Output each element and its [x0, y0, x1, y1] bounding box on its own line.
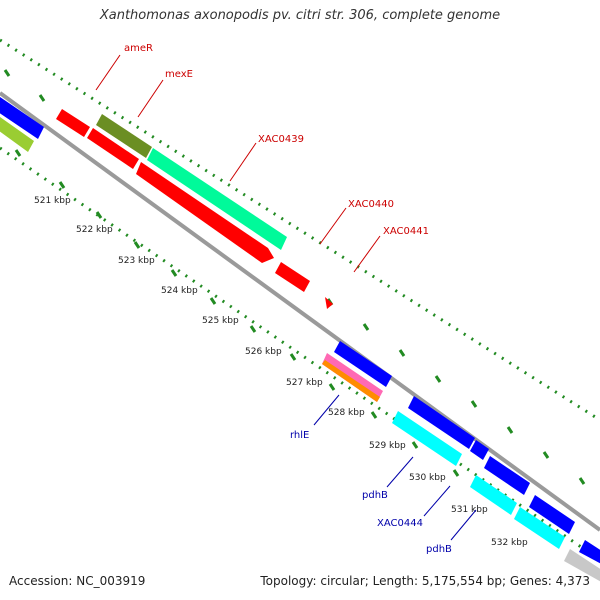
feature-blue-a[interactable]	[334, 341, 392, 387]
feature-blue-b[interactable]	[408, 396, 475, 449]
genome-backbone	[0, 91, 600, 532]
feature-orange-band[interactable]	[322, 360, 380, 402]
tick-label: 521 kbp	[34, 196, 71, 206]
feature-ameR[interactable]	[56, 109, 90, 137]
feature-olive[interactable]	[96, 114, 152, 158]
tick-label: 532 kbp	[491, 538, 528, 548]
accession-text: Accession: NC_003919	[9, 574, 146, 588]
gene-label-rhlE[interactable]: rhlE	[290, 430, 309, 441]
gene-label-pdhB-first[interactable]: pdhB	[362, 490, 388, 501]
gene-label-XAC0439[interactable]: XAC0439	[258, 134, 304, 145]
inner-dotted-guide	[0, 146, 600, 562]
tick-label: 531 kbp	[451, 505, 488, 515]
gene-label-XAC0441[interactable]: XAC0441	[383, 226, 429, 237]
feature-XAC0444[interactable]	[470, 475, 517, 515]
feature-pdhB-second[interactable]	[514, 507, 565, 549]
feature-XAC0440[interactable]	[275, 262, 310, 292]
tick-label: 526 kbp	[245, 347, 282, 357]
tick-label: 522 kbp	[76, 225, 113, 235]
feature-gray[interactable]	[564, 549, 600, 584]
forward-strand-features	[0, 97, 333, 309]
reverse-strand-features	[322, 341, 600, 584]
gene-label-ameR[interactable]: ameR	[124, 43, 153, 54]
feature-XAC0441[interactable]	[325, 297, 333, 309]
tick-label: 524 kbp	[161, 286, 198, 296]
reverse-gene-labels	[313, 394, 477, 541]
tick-label: 523 kbp	[118, 256, 155, 266]
feature-red-long[interactable]	[136, 162, 274, 263]
feature-blue-f[interactable]	[579, 540, 600, 566]
feature-mexE[interactable]	[87, 128, 139, 169]
tick-label: 530 kbp	[409, 473, 446, 483]
map-title: Xanthomonas axonopodis pv. citri str. 30…	[99, 8, 501, 23]
feature-XAC0439[interactable]	[147, 148, 287, 250]
feature-blue-c[interactable]	[470, 440, 489, 460]
feature-pdhB-first[interactable]	[392, 411, 462, 466]
feature-blue-e[interactable]	[529, 495, 575, 534]
gene-label-XAC0440[interactable]: XAC0440	[348, 199, 394, 210]
forward-gene-labels	[95, 54, 381, 273]
tick-labels: 521 kbp 522 kbp 523 kbp 524 kbp 525 kbp …	[34, 196, 528, 548]
outer-dotted-guide	[0, 38, 600, 422]
tick-label: 529 kbp	[369, 441, 406, 451]
tick-label: 525 kbp	[202, 316, 239, 326]
feature-blue-start[interactable]	[0, 97, 44, 139]
tick-label: 527 kbp	[286, 378, 323, 388]
gene-label-pdhB-second[interactable]: pdhB	[426, 544, 452, 555]
gene-label-mexE[interactable]: mexE	[165, 69, 193, 80]
feature-blue-d[interactable]	[484, 456, 530, 495]
gene-label-XAC0444[interactable]: XAC0444	[377, 518, 423, 529]
topology-text: Topology: circular; Length: 5,175,554 bp…	[260, 574, 590, 588]
tick-label: 528 kbp	[328, 408, 365, 418]
feature-lime-start[interactable]	[0, 113, 34, 152]
